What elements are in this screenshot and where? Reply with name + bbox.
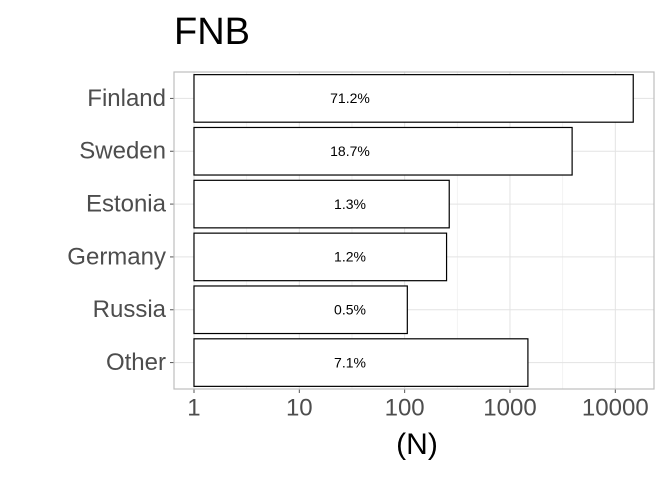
x-tick-label: 1 [187,394,200,421]
y-tick-label: Other [106,349,166,376]
y-tick-label: Germany [67,243,166,270]
x-tick-label: 10000 [582,394,649,421]
y-tick-label: Russia [93,296,167,323]
bar [193,74,634,123]
percentage-label: 71.2% [330,90,370,106]
bar [193,338,529,387]
percentage-label: 0.5% [334,301,366,317]
x-tick-label: 10 [286,394,313,421]
bar [193,232,448,282]
x-axis-label: (N) [396,428,438,461]
percentage-label: 1.2% [334,249,366,265]
chart-title: FNB [174,11,250,53]
y-tick-label: Finland [87,85,166,112]
bar [193,126,573,176]
x-tick-label: 100 [385,394,425,421]
x-tick-label: 1000 [483,394,536,421]
percentage-label: 1.3% [334,196,366,212]
percentage-label: 7.1% [334,354,366,370]
bar [193,179,450,229]
bar [193,285,408,335]
panel-border [173,71,655,390]
y-tick-label: Sweden [79,138,166,165]
y-tick-label: Estonia [86,190,167,217]
percentage-label: 18.7% [330,143,370,159]
